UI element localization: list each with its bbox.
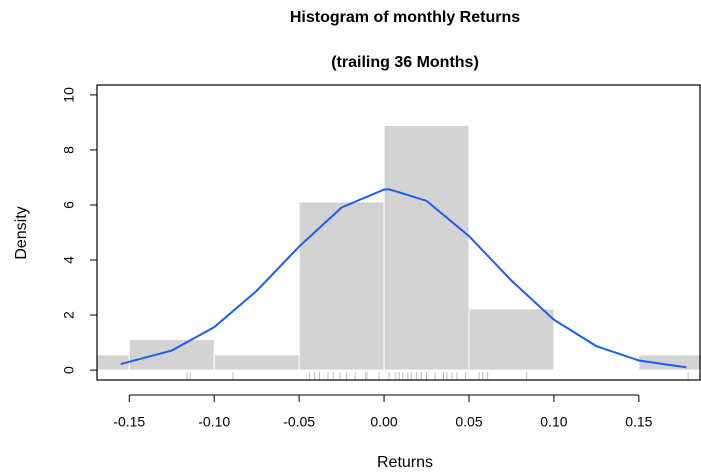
bar xyxy=(383,124,470,371)
x-axis-label: Returns xyxy=(377,454,433,471)
x-tick-label: -0.10 xyxy=(198,414,230,430)
x-tick-label: 0.05 xyxy=(455,414,482,430)
y-tick-label: 2 xyxy=(61,311,77,319)
density-curve xyxy=(120,188,687,369)
y-tick-label: 0 xyxy=(61,366,77,374)
y-tick-label: 10 xyxy=(61,87,77,103)
bar xyxy=(128,339,215,371)
plot-area xyxy=(97,124,701,380)
x-tick-label: -0.05 xyxy=(283,414,315,430)
bar xyxy=(298,201,385,371)
x-tick-label: 0.15 xyxy=(625,414,652,430)
y-tick-label: 8 xyxy=(61,146,77,154)
chart-title: Histogram of monthly Returns xyxy=(290,9,520,26)
bar xyxy=(213,354,300,371)
x-tick-label: 0.10 xyxy=(540,414,567,430)
bar xyxy=(468,308,555,371)
chart-subtitle: (trailing 36 Months) xyxy=(331,54,479,71)
x-tick-label: 0.00 xyxy=(370,414,397,430)
y-tick-label: 6 xyxy=(61,201,77,209)
bar xyxy=(97,354,130,371)
y-axis-label: Density xyxy=(13,206,30,259)
y-tick-label: 4 xyxy=(61,256,77,264)
x-tick-label: -0.15 xyxy=(113,414,145,430)
